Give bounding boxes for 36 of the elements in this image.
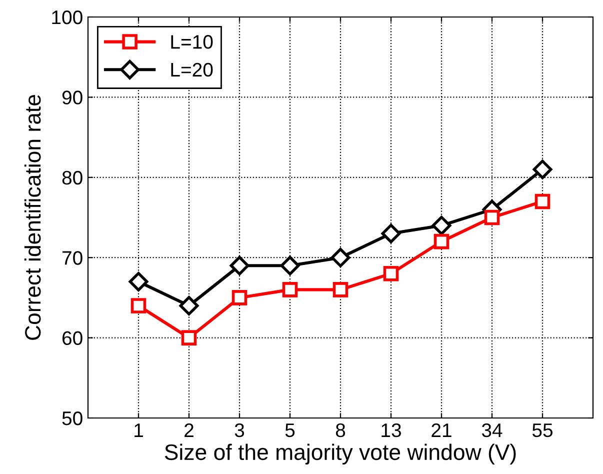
x-tick-label: 5: [285, 424, 295, 438]
point: [282, 282, 298, 298]
point: [434, 234, 450, 250]
point: [230, 256, 250, 276]
point: [280, 256, 300, 276]
x-tick-label: 34: [482, 423, 502, 438]
point: [534, 194, 550, 210]
x-tick-label: 13: [382, 423, 401, 438]
y-tick-label: 70: [62, 251, 82, 265]
y-tick-label: 100: [52, 10, 82, 24]
point: [432, 216, 452, 236]
y-axis-title: Correct identification rate: [24, 94, 41, 340]
x-axis-title: Size of the majority vote window (V): [164, 444, 516, 464]
y-tick-label: 50: [62, 411, 82, 426]
point: [330, 248, 350, 268]
point: [383, 266, 399, 282]
x-tick-label: 2: [184, 423, 194, 437]
y-tick-label: 80: [62, 170, 82, 185]
point: [332, 282, 348, 298]
point: [484, 210, 500, 226]
legend-label: L=20: [171, 62, 213, 77]
point: [128, 272, 148, 292]
x-tick-label: 21: [432, 423, 452, 437]
legend-label: L=10: [171, 35, 213, 49]
point: [532, 160, 552, 180]
x-tick-label: 8: [336, 423, 346, 438]
point: [130, 298, 146, 314]
point: [179, 296, 199, 316]
x-tick-label: 1: [134, 424, 143, 437]
y-tick-label: 90: [62, 90, 82, 104]
point: [232, 290, 248, 306]
point: [381, 224, 401, 244]
x-tick-label: 3: [234, 423, 244, 438]
y-tick-label: 60: [62, 331, 82, 346]
x-tick-label: 55: [532, 424, 552, 438]
point: [181, 330, 197, 346]
